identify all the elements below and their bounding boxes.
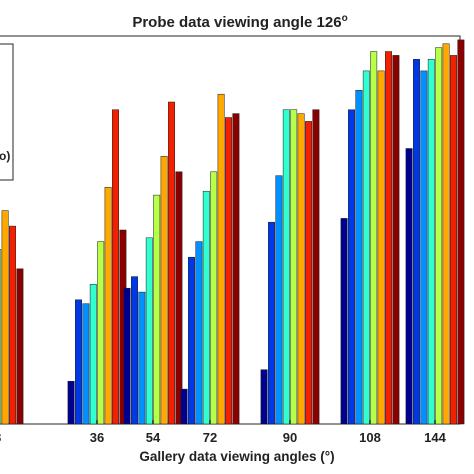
bar-54-series-1 [123,287,131,425]
bar-72-series-4 [202,190,210,425]
legend-text: o) [0,149,10,163]
bar-144-series-4 [427,59,435,425]
bar-36-series-1 [67,381,75,425]
bar-36-series-4 [89,284,97,425]
chart-title: Probe data viewing angle 126o [132,13,347,31]
bar-18-series-5 [0,249,2,425]
bar-108-series-7 [385,51,392,425]
bar-108-series-2 [348,109,355,425]
bar-108-series-1 [340,218,348,425]
bar-72-series-1 [180,388,188,425]
bar-18-series-7 [9,225,16,425]
bar-54-series-6 [160,156,168,425]
x-tick-label: 108 [359,430,381,445]
bar-72-series-3 [195,241,203,425]
bar-54-series-5 [153,194,161,425]
x-tick-label: 54 [146,430,161,445]
bar-18-series-6 [1,210,9,425]
bar-54-series-2 [131,276,138,425]
bar-72-series-6 [217,93,225,425]
bar-144-series-8 [457,39,465,425]
bars-group [0,39,465,425]
bar-90-series-8 [312,109,320,425]
x-tick-label: 90 [283,430,297,445]
bar-54-series-8 [175,171,183,425]
bar-144-series-1 [405,148,413,425]
bar-90-series-7 [305,121,312,425]
x-tick-label: 72 [203,430,217,445]
bar-108-series-5 [370,51,378,425]
bar-54-series-7 [168,101,175,425]
bar-144-series-3 [420,70,428,425]
bar-36-series-3 [82,303,90,425]
bar-90-series-1 [260,369,268,425]
bar-72-series-2 [188,256,195,425]
bar-108-series-4 [362,70,370,425]
bar-36-series-2 [75,299,82,425]
bar-72-series-8 [232,113,240,425]
x-axis-label: Gallery data viewing angles (°) [139,449,334,464]
bar-144-series-6 [442,43,450,425]
bar-72-series-7 [225,117,232,425]
bar-144-series-5 [435,47,443,425]
x-tick-label: 36 [90,430,104,445]
bar-72-series-5 [210,171,218,425]
bar-90-series-2 [268,221,275,425]
bar-144-series-2 [413,59,420,425]
bar-36-series-7 [112,109,119,425]
bar-90-series-4 [282,109,290,425]
legend-box: o) [0,43,14,181]
bar-90-series-3 [275,175,283,425]
bar-54-series-3 [138,291,146,425]
bar-18-series-8 [16,268,24,425]
bar-108-series-6 [377,70,385,425]
bar-36-series-5 [97,241,105,425]
bar-54-series-4 [145,237,153,425]
x-tick-label: 18 [0,430,1,445]
bar-90-series-6 [297,113,305,425]
x-tick-label: 144 [424,430,446,445]
bar-144-series-7 [450,55,457,425]
bar-36-series-6 [104,187,112,425]
bar-108-series-3 [355,90,363,425]
bar-108-series-8 [392,55,400,425]
bar-90-series-5 [290,109,298,425]
x-ticks-group: 18 36 54 72 90 108 144 [0,420,447,445]
